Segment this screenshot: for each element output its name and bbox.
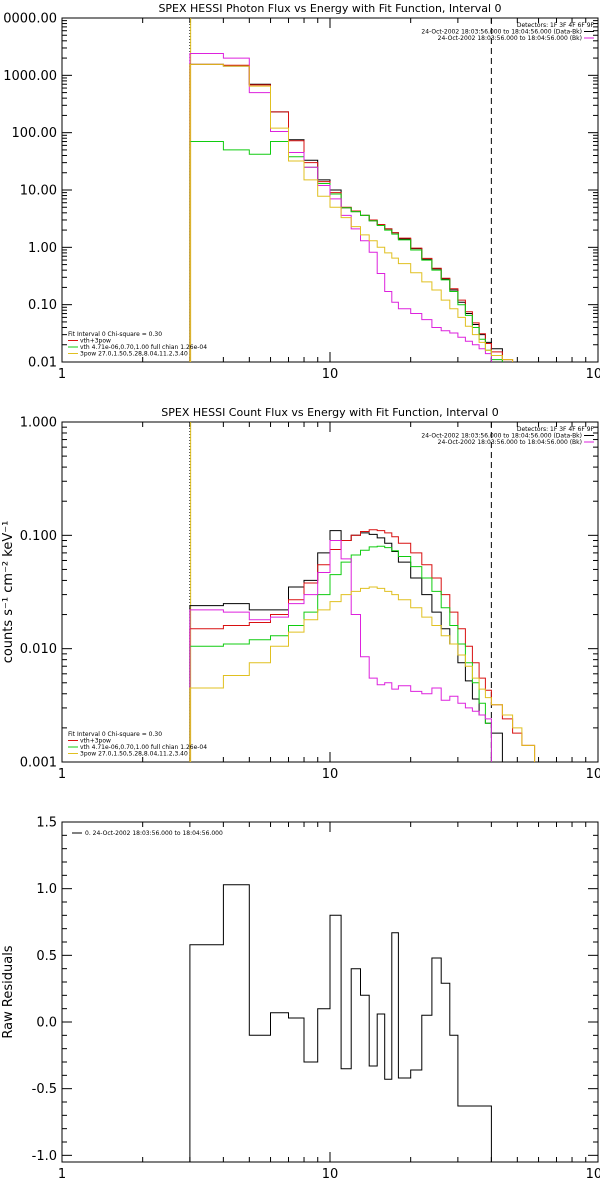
y-axis-label: Raw Residuals [1,945,16,1038]
legend-top-right-text: Detectors: 1F 3F 4F 6F 9F [517,426,595,433]
legend-bottom-left-text: 3pow 27.0,1.50,5.28,8.04,11.2,3.40 [80,351,188,358]
series-line-0 [189,884,492,1162]
panel-count: SPEX HESSI Count Flux vs Energy with Fit… [1,406,600,782]
chart-title: SPEX HESSI Count Flux vs Energy with Fit… [161,406,498,419]
legend-top-left-text: 0. 24-Oct-2002 18:03:56.000 to 18:04:56.… [85,830,223,837]
series-group [189,884,492,1162]
x-tick-label: 100 [586,367,600,382]
series-line-2 [189,545,492,762]
y-tick-label: 0.5 [36,949,57,964]
y-tick-label: 1.5 [36,816,57,831]
legend-top-right-text: 24-Oct-2002 18:03:56.000 to 18:04:56.000… [421,433,582,440]
chart-title: SPEX HESSI Photon Flux vs Energy with Fi… [158,2,501,15]
legend-bottom-left-text: vth 4.71e-06,0.70,1.00 full chian 1.26e-… [80,344,207,351]
y-tick-label: 1000.00 [3,69,57,84]
legend-top-right-text: 24-Oct-2002 18:03:56.000 to 18:04:56.000… [438,439,582,446]
panel-photon: SPEX HESSI Photon Flux vs Energy with Fi… [3,2,600,382]
series-line-0 [189,530,503,762]
y-tick-label: 0.100 [20,529,57,544]
legend-bottom-left-text: vth+3pow [80,738,111,745]
legend-bottom-left-text: Fit Interval 0 Chi-square = 0.30 [68,731,162,738]
x-tick-label: 100 [586,1167,600,1182]
y-tick-label: -1.0 [32,1149,57,1164]
y-tick-label: 100.00 [12,126,58,141]
panel-resid: Raw Residuals 1 10 100 -1.0 -0.5 0.0 0.5 1.0 1.5 0… [1,816,600,1183]
y-tick-label: 0000.00 [3,12,57,27]
y-tick-label: 10.00 [20,184,57,199]
legend-bottom-left-text: vth 4.71e-06,0.70,1.00 full chian 1.26e-… [80,744,207,751]
series-line-2 [189,141,503,362]
legend-top-right-text: 24-Oct-2002 18:03:56.000 to 18:04:56.000… [438,35,582,42]
y-tick-label: 1.00 [28,241,57,256]
x-tick-label: 100 [586,767,600,782]
legend-bottom-left-text: Fit Interval 0 Chi-square = 0.30 [68,331,162,338]
x-tick-label: 10 [322,367,339,382]
legend-top-right-text: 24-Oct-2002 18:03:56.000 to 18:04:56.000… [421,29,582,36]
y-tick-label: 1.0 [36,882,57,897]
y-tick-label: 0.01 [28,356,57,371]
y-axis-label: counts s⁻¹ cm⁻² keV⁻¹ [1,521,16,664]
y-tick-label: 1.000 [20,416,57,431]
x-tick-label: 10 [322,767,339,782]
x-tick-label: 1 [58,1167,66,1182]
x-tick-label: 1 [58,367,66,382]
series-line-4 [189,63,514,362]
y-tick-label: 0.10 [28,298,57,313]
x-tick-label: 1 [58,767,66,782]
y-tick-label: 0.001 [20,756,57,771]
x-tick-label: 10 [322,1167,339,1182]
legend-bottom-left-text: 3pow 27.0,1.50,5.28,8.04,11.2,3.40 [80,751,188,758]
series-group [189,53,514,362]
series-line-1 [189,529,536,762]
legend-bottom-left-text: vth+3pow [80,338,111,345]
y-tick-label: 0.0 [36,1016,57,1031]
y-tick-label: -0.5 [32,1082,57,1097]
legend-top-right-text: Detectors: 1F 3F 4F 6F 9F [517,22,595,29]
y-tick-label: 0.010 [20,642,57,657]
series-line-4 [189,586,536,762]
series-line-3 [189,540,492,762]
series-group [189,529,536,762]
